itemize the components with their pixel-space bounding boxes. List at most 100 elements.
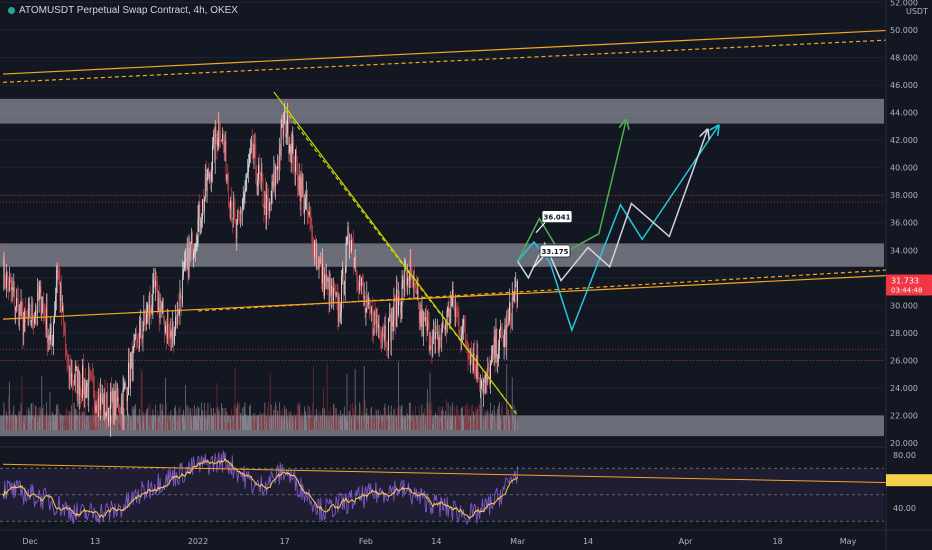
volume-bar [333,404,335,430]
candle-body [5,283,7,289]
rsi-ma-badge [886,474,932,487]
volume-bar [327,419,329,430]
candle-body [321,259,323,284]
volume-bar [472,404,473,430]
candle-body [430,345,432,349]
volume-bar [409,402,411,430]
volume-bar [394,407,396,430]
candle-body [55,280,57,297]
volume-bar [126,423,128,430]
volume-bar [493,405,495,430]
candle-body [512,296,514,301]
volume-bar [293,415,295,430]
volume-bar [167,412,169,430]
candle-body [450,305,452,322]
volume-bar [98,411,100,430]
volume-bar [182,414,184,430]
candle-body [60,286,62,302]
volume-bar [255,413,257,430]
candle-body [99,395,100,411]
candle-body [137,337,138,347]
candle-body [157,281,158,311]
volume-bar [194,416,196,430]
candle-body [204,175,206,200]
candle-body [305,199,306,210]
volume-bar [111,402,113,430]
volume-bar [510,403,511,430]
candle-body [265,191,267,220]
volume-bar [64,418,66,430]
candle-body [200,225,202,227]
volume-bar [240,413,241,430]
volume-bar [18,412,20,430]
candle-body [215,127,217,138]
volume-bar [148,423,150,430]
volume-bar [505,420,507,430]
volume-bar [129,420,130,430]
candle-body [253,144,255,158]
symbol-title-text: ATOMUSDT Perpetual Swap Contract, 4h, OK… [19,5,238,16]
volume-bar [426,388,428,430]
candle-body [69,367,71,379]
volume-bar [358,422,360,430]
volume-bar [352,403,353,430]
volume-bar [59,417,61,430]
candle-body [160,307,162,309]
volume-bar [173,422,174,430]
candle-body [327,278,329,282]
candle-body [466,345,468,347]
candle-body [112,390,114,423]
volume-bar [161,410,163,430]
volume-bar [191,420,193,430]
candle-body [199,203,201,227]
candle-body [165,325,166,333]
volume-bar [185,405,187,430]
candle-body [446,311,448,331]
volume-bar [30,403,32,430]
volume-bar [369,417,370,430]
volume-bar [249,406,250,430]
volume-bar [66,409,68,430]
candle-body [205,175,207,192]
volume-bar [230,419,231,430]
volume-bar [361,410,363,430]
candle-body [366,296,368,309]
volume-bar [344,416,346,430]
candle-body [19,305,21,316]
candle-body [436,332,437,334]
volume-bar [316,423,318,430]
price-tick-label: 24.000 [890,384,918,393]
volume-bar [457,409,459,430]
volume-bar [159,403,161,430]
candle-body [84,379,86,398]
volume-bar [220,416,221,430]
candle-body [425,316,426,322]
volume-bar [79,410,81,430]
candle-body [457,311,459,317]
candle-body [124,383,126,388]
candle-body [162,299,164,304]
candle-body [347,227,349,238]
volume-bar [305,411,306,430]
volume-bar [162,404,164,430]
candle-body [294,169,295,172]
candle-body [110,391,111,425]
candle-body [273,170,275,187]
volume-bar [300,419,302,430]
volume-bar [138,423,139,430]
volume-bar [260,414,262,430]
candle-body [219,120,220,132]
candle-body [492,346,494,355]
volume-bar [476,408,478,430]
candle-body [46,307,48,343]
candle-body [225,140,227,181]
candle-body [337,295,339,322]
candle-body [318,258,320,270]
candle-body [139,328,140,349]
volume-bar [489,412,490,430]
volume-bar [196,421,198,430]
candle-body [77,369,79,394]
candle-body [198,203,200,219]
volume-bar [408,419,409,430]
